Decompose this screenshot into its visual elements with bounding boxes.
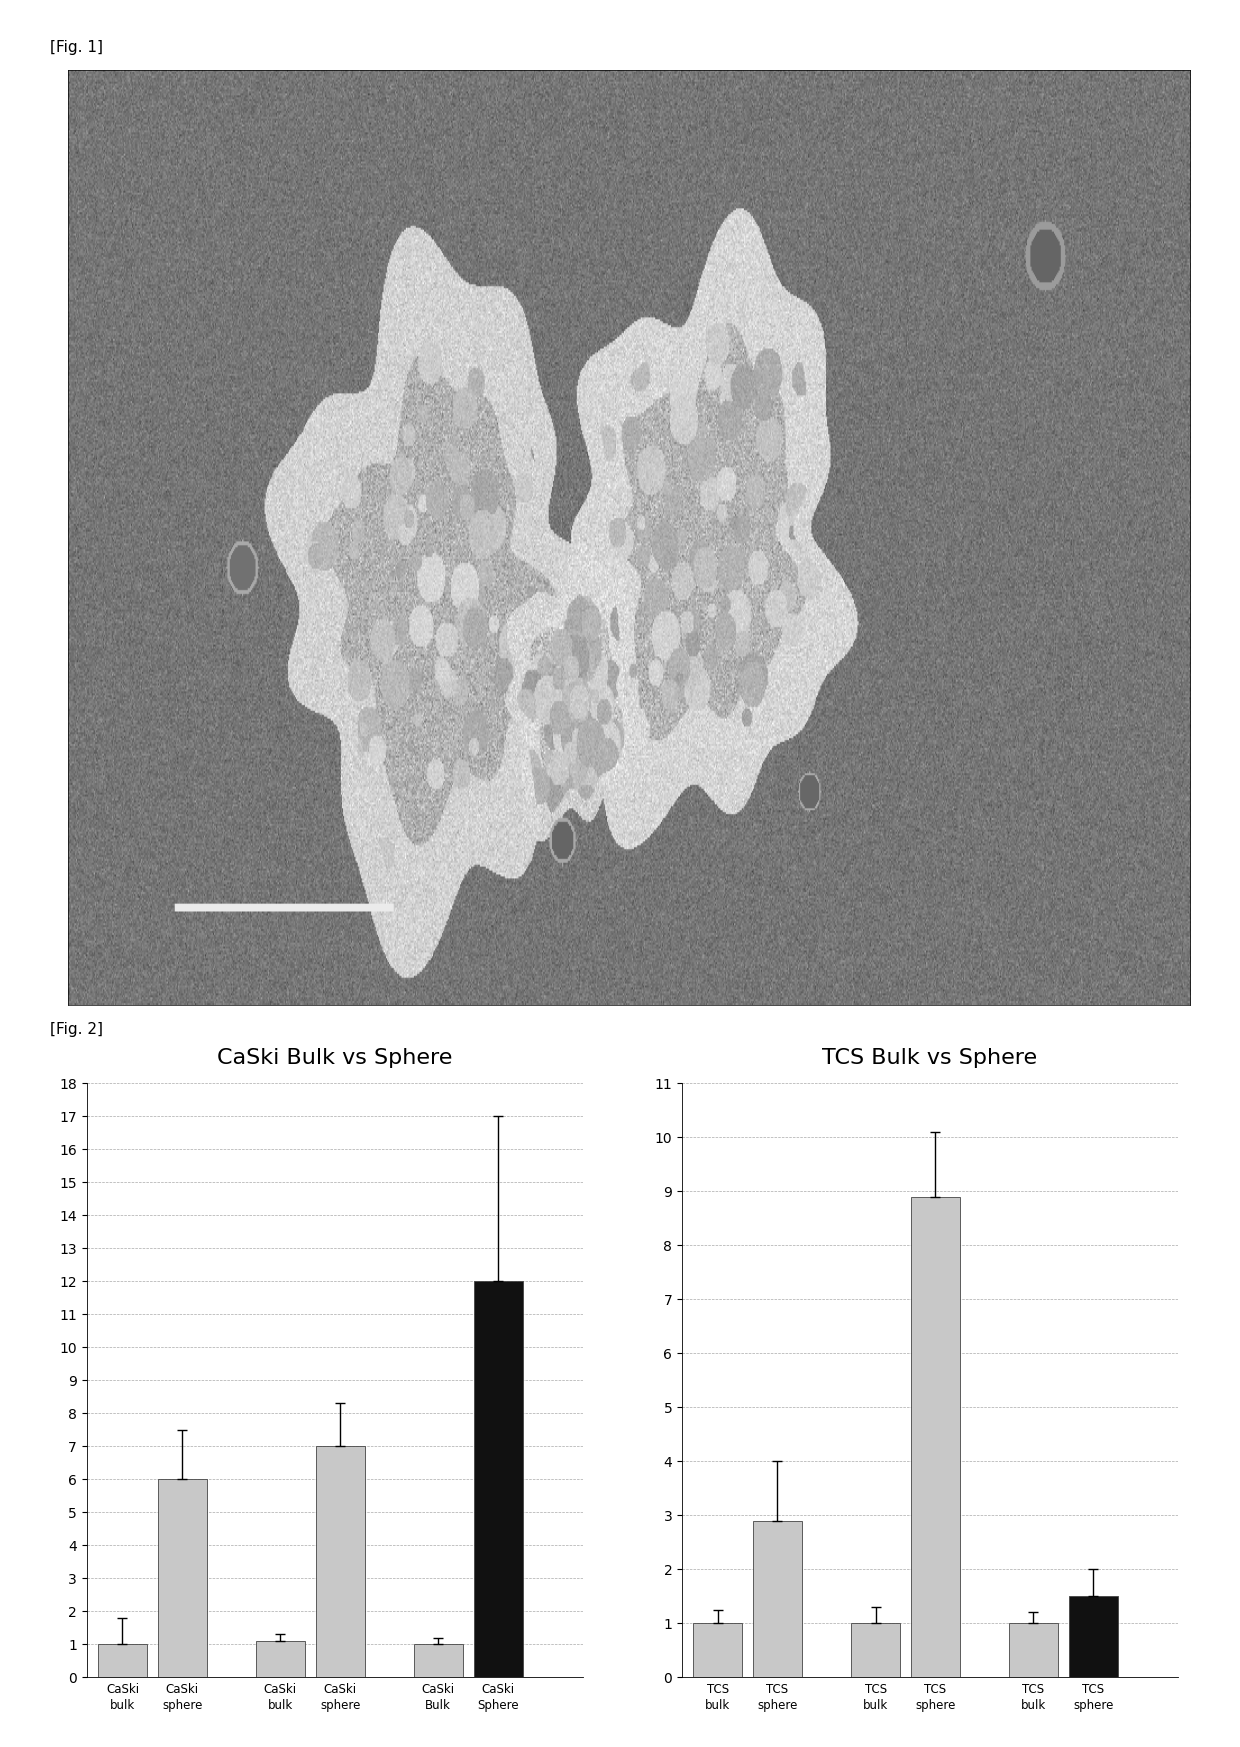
Bar <box>1069 1597 1117 1677</box>
Bar <box>1009 1623 1058 1677</box>
Bar <box>316 1447 365 1677</box>
Title: CaSki Bulk vs Sphere: CaSki Bulk vs Sphere <box>217 1048 453 1067</box>
Bar <box>693 1623 743 1677</box>
Title: TCS Bulk vs Sphere: TCS Bulk vs Sphere <box>822 1048 1038 1067</box>
Bar <box>911 1197 960 1677</box>
Bar <box>414 1644 463 1677</box>
Text: [Fig. 1]: [Fig. 1] <box>50 40 103 56</box>
Bar <box>98 1644 148 1677</box>
Bar <box>753 1520 802 1677</box>
Bar <box>157 1480 207 1677</box>
Bar <box>255 1640 305 1677</box>
Text: [Fig. 2]: [Fig. 2] <box>50 1022 103 1038</box>
Bar <box>851 1623 900 1677</box>
Bar <box>474 1281 522 1677</box>
